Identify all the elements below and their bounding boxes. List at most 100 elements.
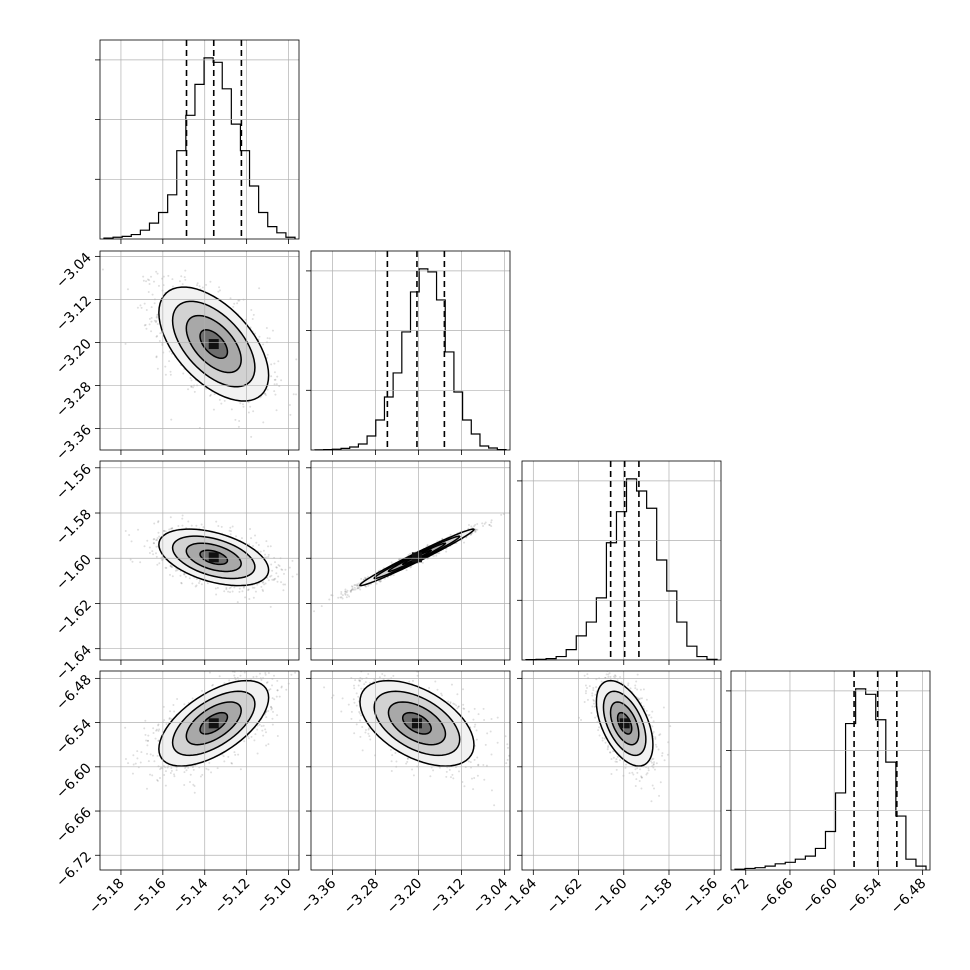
scatter-point bbox=[223, 399, 226, 402]
scatter-point bbox=[270, 363, 273, 366]
scatter-point bbox=[340, 592, 343, 595]
scatter-point bbox=[216, 586, 219, 589]
scatter-point bbox=[250, 308, 253, 311]
scatter-point bbox=[168, 528, 171, 531]
scatter-point bbox=[154, 552, 157, 555]
scatter-point bbox=[262, 549, 265, 552]
scatter-point bbox=[236, 601, 239, 604]
scatter-point bbox=[206, 582, 209, 585]
scatter-point bbox=[126, 288, 129, 291]
scatter-point bbox=[152, 542, 155, 545]
scatter-point bbox=[349, 590, 352, 593]
scatter-point bbox=[169, 772, 172, 775]
scatter-point bbox=[349, 589, 352, 592]
scatter-point bbox=[258, 335, 261, 338]
scatter-point bbox=[262, 589, 265, 592]
scatter-point bbox=[155, 270, 158, 273]
scatter-point bbox=[183, 572, 186, 575]
scatter-point bbox=[275, 566, 278, 569]
scatter-point bbox=[358, 582, 361, 585]
scatter-point bbox=[181, 514, 184, 517]
scatter-point bbox=[184, 575, 187, 578]
scatter-point bbox=[156, 272, 159, 275]
scatter-point bbox=[169, 710, 172, 713]
scatter-point bbox=[237, 299, 240, 302]
scatter-point bbox=[157, 531, 160, 534]
scatter-point bbox=[469, 533, 472, 536]
scatter-point bbox=[171, 527, 174, 530]
scatter-point bbox=[233, 657, 235, 659]
scatter-point bbox=[256, 752, 259, 755]
scatter-point bbox=[264, 728, 267, 731]
scatter-point bbox=[165, 723, 168, 726]
scatter-point bbox=[225, 586, 228, 589]
scatter-point bbox=[154, 321, 157, 324]
scatter-point bbox=[252, 313, 255, 316]
scatter-point bbox=[168, 716, 171, 719]
scatter-point bbox=[162, 275, 165, 278]
scatter-point bbox=[209, 393, 212, 396]
scatter-point bbox=[449, 533, 452, 536]
scatter-point bbox=[278, 565, 281, 568]
scatter-point bbox=[157, 739, 160, 742]
scatter-point bbox=[129, 558, 132, 561]
scatter-point bbox=[158, 728, 161, 731]
scatter-point bbox=[267, 545, 270, 548]
scatter-point bbox=[490, 521, 493, 524]
scatter-point bbox=[366, 575, 369, 578]
scatter-point bbox=[156, 537, 159, 540]
scatter-point bbox=[256, 724, 259, 727]
scatter-point bbox=[136, 306, 139, 309]
scatter-point bbox=[185, 769, 188, 772]
scatter-point bbox=[146, 278, 149, 281]
scatter-point bbox=[238, 299, 241, 302]
scatter-point bbox=[426, 544, 429, 547]
scatter-point bbox=[438, 552, 441, 555]
scatter-point bbox=[157, 284, 160, 287]
scatter-point bbox=[217, 525, 220, 528]
scatter-point bbox=[269, 575, 272, 578]
y-tick-label: −1.62 bbox=[53, 597, 95, 639]
scatter-point bbox=[229, 533, 232, 536]
scatter-point bbox=[183, 276, 186, 279]
scatter-point bbox=[271, 578, 274, 581]
scatter-point bbox=[362, 578, 365, 581]
scatter-point bbox=[282, 572, 285, 575]
scatter-point bbox=[475, 528, 478, 531]
scatter-point bbox=[171, 566, 174, 569]
scatter-point bbox=[344, 590, 347, 593]
scatter-point bbox=[151, 774, 154, 777]
scatter-point bbox=[482, 524, 485, 527]
scatter-point bbox=[179, 574, 182, 577]
scatter-point bbox=[474, 523, 477, 526]
scatter-point bbox=[254, 332, 257, 335]
scatter-point bbox=[158, 562, 161, 565]
scatter-point bbox=[295, 358, 298, 361]
scatter-point bbox=[164, 530, 167, 533]
scatter-point bbox=[274, 577, 277, 580]
scatter-point bbox=[265, 744, 268, 747]
scatter-point bbox=[276, 689, 279, 692]
scatter-point bbox=[156, 313, 159, 316]
scatter-point bbox=[263, 392, 266, 395]
scatter-point bbox=[244, 318, 247, 321]
scatter-point bbox=[158, 340, 161, 343]
scatter-point bbox=[196, 284, 199, 287]
scatter-point bbox=[170, 565, 173, 568]
scatter-point bbox=[147, 290, 150, 293]
pair-panel-0-1 bbox=[101, 268, 298, 438]
contour-line bbox=[171, 535, 256, 580]
scatter-point bbox=[280, 568, 283, 571]
scatter-point bbox=[227, 590, 230, 593]
scatter-point bbox=[266, 337, 269, 340]
scatter-point bbox=[267, 579, 270, 582]
scatter-point bbox=[208, 671, 211, 674]
scatter-point bbox=[273, 378, 276, 381]
scatter-point bbox=[153, 280, 156, 283]
scatter-point bbox=[153, 538, 156, 541]
scatter-point bbox=[184, 766, 187, 769]
scatter-point bbox=[270, 705, 273, 708]
scatter-point bbox=[354, 583, 357, 586]
scatter-point bbox=[364, 577, 367, 580]
scatter-point bbox=[170, 418, 173, 421]
